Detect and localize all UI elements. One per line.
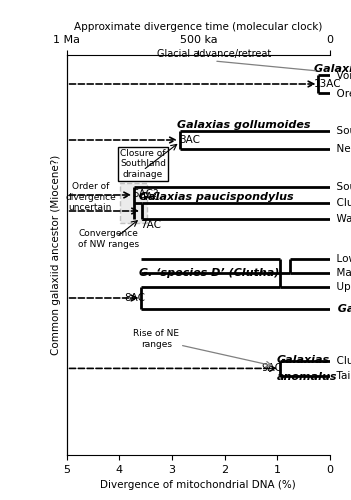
Text: Closure of
Southland
drainage: Closure of Southland drainage xyxy=(120,149,166,178)
Text: Galaxias gollumoides: Galaxias gollumoides xyxy=(177,120,311,130)
Text: 4AC: 4AC xyxy=(140,192,161,202)
Text: 5AC?: 5AC? xyxy=(132,189,158,199)
Text: Order of
divergence
uncertain: Order of divergence uncertain xyxy=(65,182,116,212)
Text: Lower Clutha: Lower Clutha xyxy=(330,254,351,264)
Text: Galaxias depressiceps (Taieri): Galaxias depressiceps (Taieri) xyxy=(330,304,351,314)
Text: Clutha catchment (Otago): Clutha catchment (Otago) xyxy=(330,198,351,208)
Text: Galaxias 'southern': Galaxias 'southern' xyxy=(314,64,351,74)
Text: Galaxias paucispondylus: Galaxias paucispondylus xyxy=(139,192,294,202)
Text: Nevis R (Otago): Nevis R (Otago) xyxy=(330,144,351,154)
X-axis label: Divergence of mitochondrial DNA (%): Divergence of mitochondrial DNA (%) xyxy=(100,480,296,490)
Text: Galaxias: Galaxias xyxy=(277,355,330,365)
Text: 9AC: 9AC xyxy=(261,364,283,374)
Text: 7AC: 7AC xyxy=(140,220,161,230)
Text: 3AC: 3AC xyxy=(179,135,200,145)
Text: Waitaki catchment (Canterbury): Waitaki catchment (Canterbury) xyxy=(330,214,351,224)
Text: G. ‘species D’ (Clutha): G. ‘species D’ (Clutha) xyxy=(139,268,279,278)
Text: Clutha: Clutha xyxy=(330,356,351,366)
Text: anomalus: anomalus xyxy=(277,372,337,382)
Text: Southland: Southland xyxy=(330,182,351,192)
Text: Convergence
of NW ranges: Convergence of NW ranges xyxy=(78,230,139,248)
Text: Upper Clutha: Upper Clutha xyxy=(330,282,351,292)
Text: Manuherikia: Manuherikia xyxy=(330,268,351,278)
Text: Rise of NE
ranges: Rise of NE ranges xyxy=(133,330,179,348)
Bar xyxy=(120,183,147,223)
Text: Oreti (Southland): Oreti (Southland) xyxy=(330,88,351,98)
X-axis label: Approximate divergence time (molecular clock): Approximate divergence time (molecular c… xyxy=(74,22,323,32)
Text: 8AC: 8AC xyxy=(125,293,146,303)
Text: Glacial advance/retreat: Glacial advance/retreat xyxy=(157,49,271,59)
Text: Taieri: Taieri xyxy=(330,371,351,381)
Text: 13AC: 13AC xyxy=(314,79,342,89)
Text: Von (Clutha): Von (Clutha) xyxy=(330,70,351,80)
Y-axis label: Common galaxiid ancestor (Miocene?): Common galaxiid ancestor (Miocene?) xyxy=(51,155,61,355)
Text: Southland: Southland xyxy=(330,126,351,136)
